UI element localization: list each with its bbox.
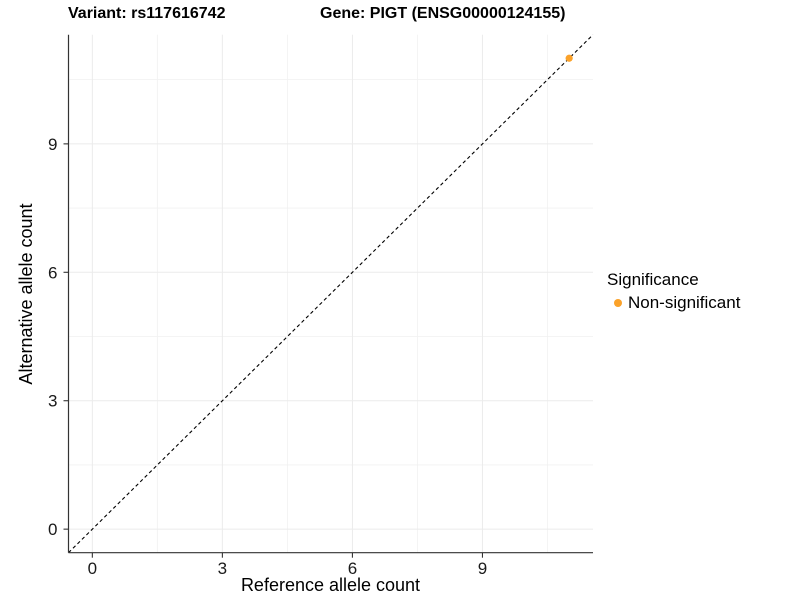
y-tick-label: 6 — [48, 263, 57, 282]
x-tick-label: 9 — [478, 559, 487, 578]
y-tick-label: 0 — [48, 520, 57, 539]
identity-line — [68, 34, 594, 554]
variant-title: Variant: rs117616742 — [68, 5, 226, 22]
y-tick-label: 3 — [48, 392, 57, 411]
x-axis-title: Reference allele count — [240, 575, 421, 595]
legend-item: Non-significant — [607, 293, 740, 313]
legend-title: Significance — [607, 270, 699, 289]
data-point — [565, 54, 573, 62]
legend-swatch-icon — [614, 299, 622, 307]
x-tick-label: 0 — [88, 559, 97, 578]
gene-title: Gene: PIGT (ENSG00000124155) — [320, 5, 566, 22]
legend: Significance Non-significant — [607, 270, 740, 313]
x-tick-label: 3 — [218, 559, 227, 578]
legend-items: Non-significant — [607, 293, 740, 313]
x-tick-label: 6 — [348, 559, 357, 578]
y-tick-label: 9 — [48, 135, 57, 154]
legend-item-label: Non-significant — [628, 293, 741, 312]
y-axis-title: Alternative allele count — [16, 203, 36, 385]
